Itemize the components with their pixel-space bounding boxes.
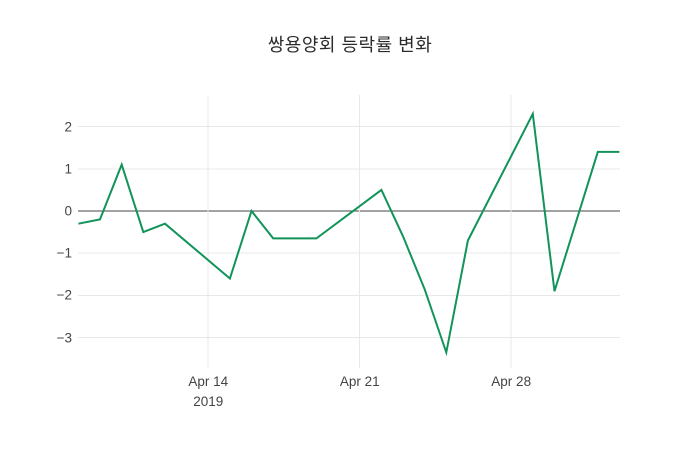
x-tick-date: Apr 21 <box>339 374 380 389</box>
y-tick-label: −3 <box>56 330 72 346</box>
y-tick-label: −1 <box>56 245 72 261</box>
x-tick-label: Apr 21 <box>315 372 405 392</box>
x-tick-year: 2019 <box>193 394 224 409</box>
x-tick-label: Apr 28 <box>466 372 556 392</box>
price-change-line <box>78 110 620 357</box>
chart-title: 쌍용양회 등락률 변화 <box>267 35 433 55</box>
x-tick-date: Apr 28 <box>491 374 532 389</box>
y-tick-label: 2 <box>64 119 72 135</box>
y-tick-label: 0 <box>64 203 72 219</box>
y-tick-label: 1 <box>64 161 72 177</box>
y-tick-label: −2 <box>56 287 72 303</box>
x-tick-label: Apr 14 2019 <box>163 372 253 412</box>
x-tick-date: Apr 14 <box>188 374 229 389</box>
